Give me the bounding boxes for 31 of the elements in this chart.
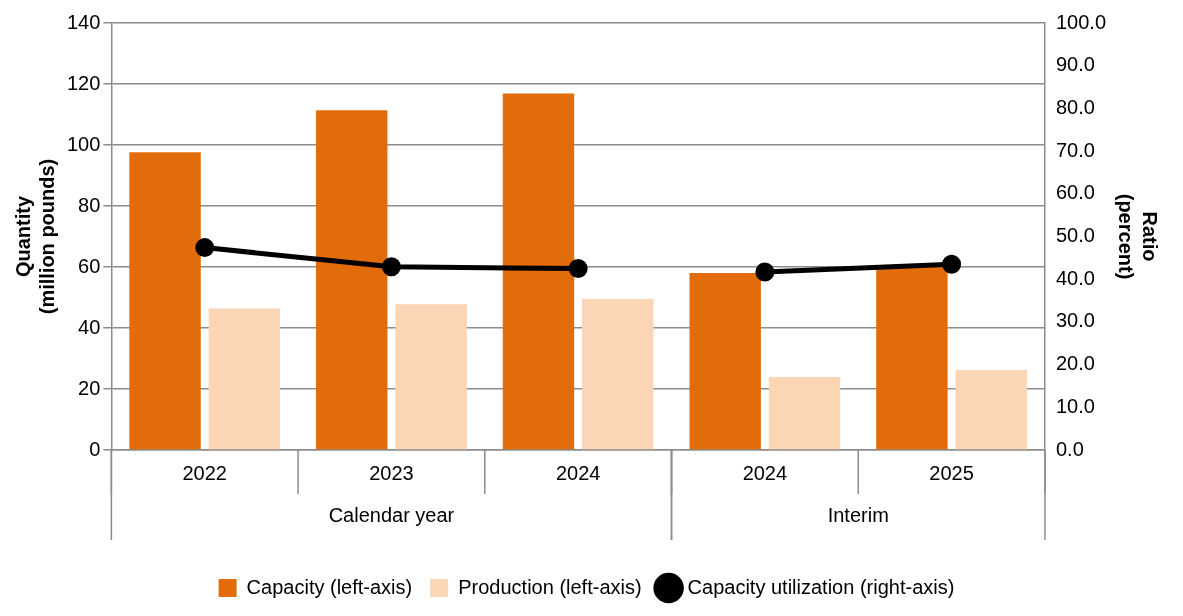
y2-tick-label: 70.0 (1055, 138, 1095, 161)
text: Calendar year (328, 503, 455, 526)
y2-axis-title: Ratio (percent) (1115, 193, 1162, 280)
y-axis-title: Quantity (million pounds) (11, 158, 58, 315)
x-tick-label: 2022 (182, 461, 227, 484)
y-tick-label: 40 (78, 315, 101, 338)
y2-tick-label: 60.0 (1055, 181, 1095, 204)
y-tick-label: 100 (66, 132, 101, 155)
y2-tick-label: 50.0 (1055, 224, 1095, 247)
y2-tick-label: 40.0 (1055, 266, 1095, 289)
x-tick-label: 2024 (555, 461, 601, 484)
y-tick-label: 120 (66, 71, 101, 94)
y2-tick-label: 80.0 (1055, 95, 1095, 118)
y2-tick-label: 100.0 (1055, 10, 1107, 33)
y2-tick-label: 90.0 (1055, 53, 1095, 76)
y-tick-label: 140 (66, 10, 101, 33)
y-tick-label: 20 (78, 376, 101, 399)
y2-tick-label: 20.0 (1055, 352, 1095, 375)
text: Interim (827, 503, 889, 526)
y-tick-label: 60 (78, 254, 101, 277)
y2-tick-label: 30.0 (1055, 309, 1095, 332)
y-tick-label: 0 (89, 437, 101, 460)
x-tick-label: 2024 (742, 461, 788, 484)
legend-label: Capacity utilization (right-axis) (687, 575, 955, 598)
legend-label: Capacity (left-axis) (246, 575, 413, 598)
legend-label: Production (left-axis) (458, 575, 642, 598)
x-tick-label: 2023 (369, 461, 414, 484)
y2-tick-label: 0.0 (1055, 437, 1084, 460)
y-tick-label: 80 (78, 193, 101, 216)
x-tick-label: 2025 (929, 461, 974, 484)
y2-tick-label: 10.0 (1055, 394, 1095, 417)
